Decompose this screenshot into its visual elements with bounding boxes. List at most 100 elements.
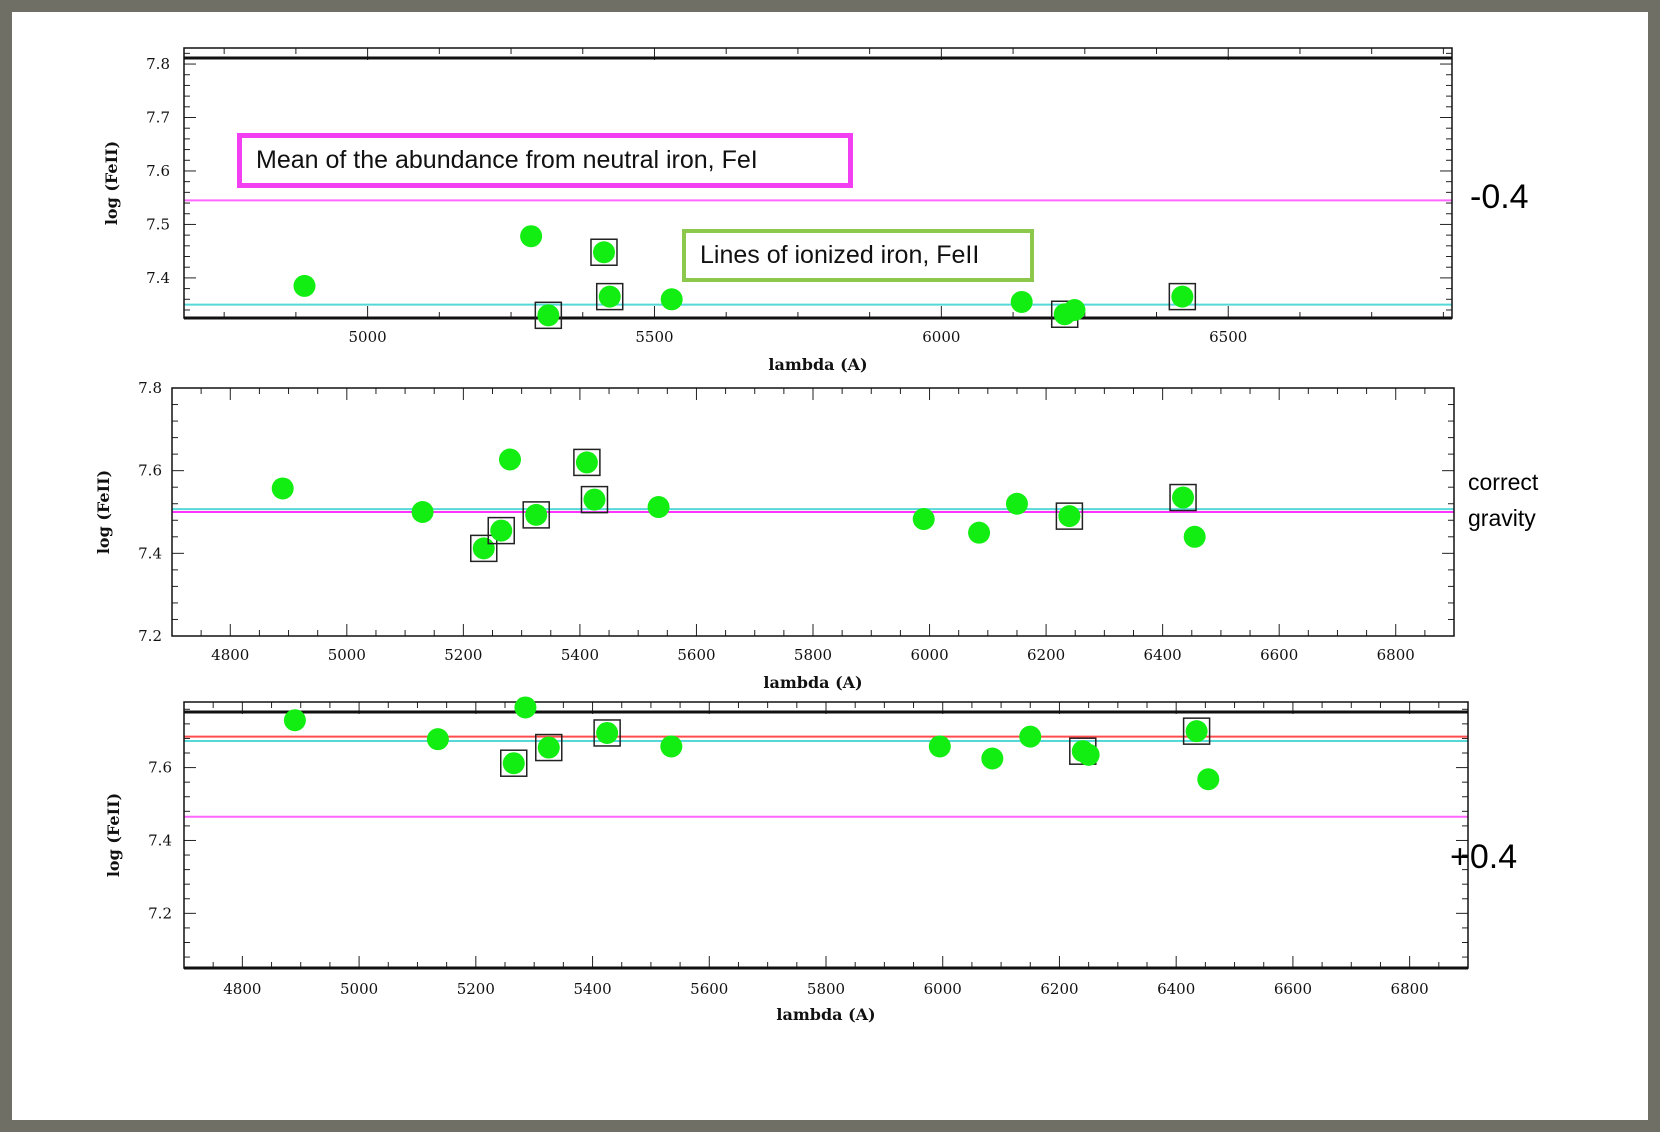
data-point <box>598 285 621 308</box>
x-tick-label: 5000 <box>349 328 387 346</box>
point-box-marker <box>1169 483 1197 512</box>
callout-feII-lines: Lines of ionized iron, FeII <box>682 229 1034 282</box>
point-box-marker <box>470 534 498 563</box>
data-point <box>293 274 316 297</box>
chart-panel-middle: 4800 5000 5200 5400 5600 5800 6000 6200 6400 6600… <box>94 379 1455 692</box>
data-point <box>525 503 548 526</box>
data-point <box>271 477 294 500</box>
x-tick-label: 6000 <box>910 646 948 664</box>
data-point <box>411 501 434 523</box>
data-point <box>912 508 935 531</box>
point-box-marker <box>522 501 550 529</box>
data-point <box>502 752 525 775</box>
data-point <box>520 225 543 248</box>
data-point <box>537 304 560 327</box>
point-box-marker <box>580 485 609 514</box>
x-tick-label: 5000 <box>340 980 378 998</box>
point-box-marker <box>1055 502 1084 530</box>
x-tick-label: 5200 <box>444 646 482 664</box>
data-point <box>928 735 951 758</box>
x-axis-title: lambda (A) <box>763 673 862 692</box>
data-point <box>660 288 683 311</box>
plot-frame <box>171 387 1455 637</box>
y-tick-label: 7.6 <box>148 759 172 777</box>
y-tick-label: 7.4 <box>146 269 170 287</box>
data-point <box>583 488 606 511</box>
x-tick-label: 5400 <box>561 646 599 664</box>
chart-figure: 5000 5500 6000 6500 7.4 7.5 7.6 7.7 7.8 lambda (A… <box>94 47 1469 1024</box>
callout-feI-text: Mean of the abundance from neutral iron,… <box>256 146 758 174</box>
point-box-marker <box>487 516 515 545</box>
data-point <box>660 735 683 758</box>
x-tick-label: 6600 <box>1274 980 1312 998</box>
data-point <box>498 448 521 471</box>
data-point <box>596 721 619 744</box>
point-box-marker <box>595 282 624 311</box>
chart-panel-top: 5000 5500 6000 6500 7.4 7.5 7.6 7.7 7.8 lambda (A… <box>102 47 1453 374</box>
data-point <box>537 736 560 759</box>
data-point <box>592 241 615 264</box>
point-box-marker <box>593 719 621 747</box>
x-tick-label: 5600 <box>690 980 728 998</box>
data-point <box>1185 720 1208 743</box>
slide-canvas: 5000 5500 6000 6500 7.4 7.5 7.6 7.7 7.8 lambda (A… <box>12 12 1648 1120</box>
data-point <box>575 451 598 474</box>
data-point <box>514 696 537 719</box>
point-box-marker <box>500 749 528 777</box>
data-point <box>1010 290 1033 313</box>
data-point <box>981 747 1004 770</box>
y-tick-label: 7.2 <box>148 904 172 922</box>
point-box-marker <box>590 238 618 266</box>
x-tick-label: 5000 <box>328 646 366 664</box>
x-axis-title: lambda (A) <box>768 355 867 374</box>
x-tick-label: 6000 <box>924 980 962 998</box>
x-tick-label: 5800 <box>807 980 845 998</box>
y-axis-title: log (FeII) <box>94 470 113 554</box>
callout-feII-text: Lines of ionized iron, FeII <box>700 241 980 269</box>
x-tick-label: 6200 <box>1027 646 1065 664</box>
y-tick-label: 7.7 <box>146 109 170 127</box>
data-point <box>968 521 991 544</box>
x-tick-label: 6600 <box>1260 646 1298 664</box>
label-correct: correct <box>1468 469 1539 495</box>
x-tick-label: 5400 <box>573 980 611 998</box>
x-tick-label: 6400 <box>1144 646 1182 664</box>
y-tick-label: 7.5 <box>146 215 170 233</box>
y-axis-title: log (FeII) <box>104 793 123 877</box>
label-minus-0-4: -0.4 <box>1470 178 1529 216</box>
x-tick-label: 6200 <box>1040 980 1078 998</box>
data-point <box>472 537 495 560</box>
x-tick-label: 4800 <box>211 646 249 664</box>
data-point <box>426 728 449 751</box>
point-box-marker <box>1168 282 1197 311</box>
data-point <box>1005 492 1028 515</box>
x-tick-label: 5800 <box>794 646 832 664</box>
x-tick-label: 6000 <box>922 328 960 346</box>
data-point <box>1172 486 1195 509</box>
data-point <box>1183 525 1206 548</box>
x-tick-label: 6500 <box>1209 328 1247 346</box>
y-tick-label: 7.8 <box>146 55 170 73</box>
point-box-marker <box>534 301 563 330</box>
x-tick-label: 5600 <box>677 646 715 664</box>
x-axis-title: lambda (A) <box>776 1005 875 1024</box>
x-tick-label: 6800 <box>1377 646 1415 664</box>
point-box-marker <box>573 448 601 477</box>
label-correct-gravity: correct gravity <box>1468 464 1538 536</box>
x-tick-label: 6800 <box>1391 980 1429 998</box>
chart-panel-bottom: 4800 5000 5200 5400 5600 5800 6000 6200 6400 6600… <box>104 696 1469 1024</box>
y-tick-label: 7.6 <box>138 462 162 480</box>
label-gravity: gravity <box>1468 505 1536 531</box>
data-point <box>647 496 670 519</box>
y-tick-label: 7.2 <box>138 627 162 645</box>
y-tick-label: 7.4 <box>138 544 162 562</box>
data-point <box>1058 505 1081 528</box>
data-point <box>1063 298 1086 321</box>
y-tick-label: 7.8 <box>138 379 162 397</box>
data-point <box>1019 725 1042 748</box>
y-tick-label: 7.6 <box>146 162 170 180</box>
data-point <box>1197 768 1220 791</box>
x-tick-label: 6400 <box>1157 980 1195 998</box>
x-tick-label: 5500 <box>635 328 673 346</box>
y-axis-title: log (FeII) <box>102 141 121 225</box>
